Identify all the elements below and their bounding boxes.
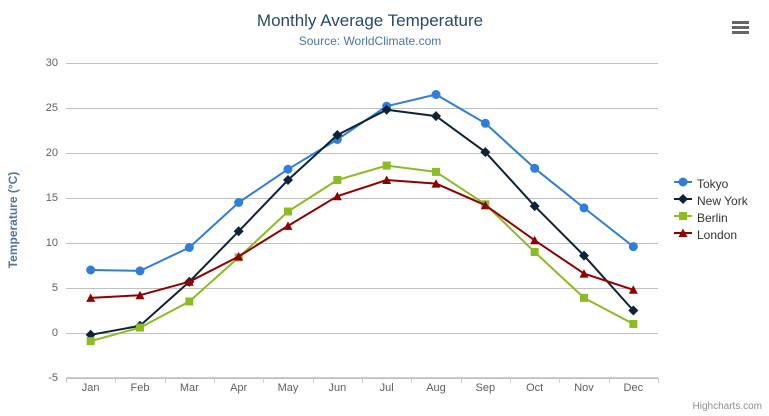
data-point-marker[interactable] — [529, 201, 540, 212]
x-axis-tick-label: Jun — [328, 382, 347, 394]
data-point-marker[interactable] — [234, 252, 244, 261]
data-point-marker[interactable] — [480, 147, 491, 158]
data-point-marker[interactable] — [628, 242, 638, 252]
diamond-legend-marker-icon — [674, 192, 692, 210]
data-point-marker[interactable] — [431, 90, 441, 99]
y-axis-tick-label: 10 — [45, 237, 58, 249]
data-point-marker[interactable] — [136, 323, 144, 332]
data-point-marker[interactable] — [678, 177, 688, 186]
x-axis-tick-label: Nov — [574, 382, 594, 394]
y-axis-tick-label: 0 — [51, 327, 58, 339]
data-point-marker[interactable] — [580, 293, 588, 302]
data-point-marker[interactable] — [628, 285, 638, 294]
data-point-marker[interactable] — [86, 337, 95, 346]
data-point-marker[interactable] — [530, 235, 540, 245]
data-point-marker[interactable] — [185, 297, 194, 306]
chart-subtitle: Source: WorldClimate.com — [298, 34, 442, 48]
data-point-marker[interactable] — [382, 175, 392, 185]
data-point-marker[interactable] — [332, 191, 342, 201]
y-axis-tick-label: 5 — [51, 282, 58, 294]
y-axis-tick-label: 15 — [45, 192, 58, 204]
data-point-marker[interactable] — [480, 118, 490, 128]
data-point-marker[interactable] — [184, 243, 194, 252]
legend: Tokyo New York Berlin London — [674, 175, 748, 243]
x-axis-tick-label: Dec — [623, 382, 644, 394]
x-axis-tick-label: Jan — [81, 382, 100, 394]
x-axis-tick-label: Feb — [130, 382, 150, 394]
data-point-marker[interactable] — [629, 320, 638, 328]
data-point-marker[interactable] — [382, 161, 391, 170]
legend-label: New York — [697, 193, 748, 208]
circle-legend-marker-icon — [674, 175, 692, 193]
series-line-new-york[interactable] — [89, 108, 635, 336]
legend-item-new-york[interactable]: New York — [674, 192, 748, 209]
data-point-marker[interactable] — [480, 200, 490, 210]
data-point-marker[interactable] — [233, 226, 244, 237]
data-point-marker[interactable] — [678, 193, 688, 204]
triangle-legend-marker-icon — [674, 226, 692, 244]
square-legend-marker-icon — [674, 209, 692, 227]
data-point-marker[interactable] — [135, 266, 145, 276]
data-point-marker[interactable] — [284, 207, 292, 216]
export-menu-button[interactable] — [729, 18, 753, 38]
legend-item-london[interactable]: London — [674, 226, 748, 243]
data-point-marker[interactable] — [579, 269, 589, 278]
data-point-marker[interactable] — [530, 248, 539, 256]
data-point-marker[interactable] — [679, 211, 687, 220]
data-point-marker[interactable] — [579, 250, 589, 261]
data-point-marker[interactable] — [678, 228, 688, 237]
legend-label: Berlin — [697, 210, 728, 225]
data-point-marker[interactable] — [530, 163, 540, 173]
data-point-marker[interactable] — [283, 221, 293, 230]
x-axis-tick-label: Mar — [179, 382, 199, 394]
series-line-berlin[interactable] — [89, 164, 635, 343]
data-point-marker[interactable] — [86, 293, 96, 302]
data-point-marker[interactable] — [431, 179, 441, 188]
y-axis-tick-label: 20 — [45, 147, 58, 159]
y-axis-tick-label: -5 — [48, 372, 58, 384]
legend-label: London — [697, 227, 738, 242]
data-point-marker[interactable] — [234, 198, 244, 207]
data-point-marker[interactable] — [431, 111, 441, 122]
legend-item-tokyo[interactable]: Tokyo — [674, 175, 748, 192]
hamburger-icon — [732, 20, 750, 34]
data-point-marker[interactable] — [381, 104, 392, 115]
legend-item-berlin[interactable]: Berlin — [674, 209, 748, 226]
data-point-marker[interactable] — [184, 277, 194, 286]
chart-title: Monthly Average Temperature — [256, 11, 484, 30]
x-axis-tick-label: Sep — [475, 382, 496, 394]
data-point-marker[interactable] — [332, 130, 343, 140]
x-axis-tick-label: Oct — [526, 382, 544, 394]
data-point-marker[interactable] — [283, 164, 293, 174]
highcharts-credit[interactable]: Highcharts.com — [692, 401, 762, 412]
legend-label: Tokyo — [697, 176, 729, 191]
data-point-marker[interactable] — [333, 176, 342, 184]
y-axis-tick-label: 25 — [45, 102, 58, 114]
x-axis-tick-label: May — [277, 382, 299, 394]
data-point-marker[interactable] — [283, 175, 293, 185]
data-point-marker[interactable] — [432, 167, 440, 176]
x-axis-tick-label: Aug — [426, 382, 446, 394]
data-point-marker[interactable] — [86, 265, 96, 275]
series-line-london[interactable] — [89, 179, 635, 299]
x-axis-tick-label: Apr — [230, 382, 248, 394]
data-point-marker[interactable] — [579, 203, 589, 213]
series-line-tokyo[interactable] — [89, 93, 635, 272]
y-axis-tick-label: 30 — [45, 57, 58, 69]
data-point-marker[interactable] — [135, 290, 145, 300]
data-point-marker[interactable] — [628, 305, 639, 316]
x-axis-tick-label: Jul — [379, 382, 394, 394]
